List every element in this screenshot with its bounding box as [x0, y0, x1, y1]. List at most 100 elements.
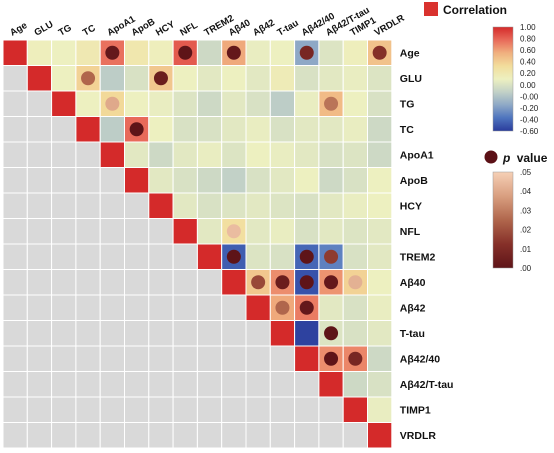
p-value-dot — [372, 45, 387, 60]
heatmap-cell — [269, 192, 296, 219]
heatmap-cell — [367, 269, 393, 296]
column-label: VRDLR — [373, 13, 407, 39]
heatmap-cell — [196, 243, 223, 270]
column-label: T-tau — [275, 18, 300, 39]
heatmap-cell — [99, 320, 125, 347]
heatmap-cell — [26, 320, 53, 347]
p-value-dot — [226, 45, 241, 60]
heatmap-cell — [221, 65, 247, 92]
p-value-dot — [129, 122, 144, 137]
heatmap-cell — [172, 218, 198, 245]
colorbar-tick-label: -0.00 — [520, 92, 539, 101]
heatmap-cell — [342, 396, 369, 423]
heatmap-cell — [51, 141, 77, 168]
heatmap-cell — [245, 167, 271, 194]
p-value-dot — [105, 96, 120, 111]
heatmap-cell — [342, 116, 369, 143]
heatmap-cell — [99, 371, 125, 398]
heatmap-cell — [26, 218, 53, 245]
heatmap-cell — [51, 320, 77, 347]
heatmap-cell — [2, 269, 28, 296]
heatmap-cell — [75, 371, 101, 398]
heatmap-cell — [124, 269, 150, 296]
heatmap-cell — [294, 371, 320, 398]
heatmap-cell — [318, 294, 344, 321]
heatmap-cell — [148, 90, 174, 117]
heatmap-cell — [2, 371, 28, 398]
column-label: HCY — [154, 19, 177, 39]
heatmap-cell — [172, 396, 198, 423]
p-value-dots — [81, 45, 387, 366]
column-label: Aβ42 — [251, 17, 277, 38]
heatmap-cell — [269, 141, 296, 168]
heatmap-cell — [221, 116, 247, 143]
heatmap-cell — [75, 116, 101, 143]
p-colorbar-tick-label: .00 — [520, 264, 532, 273]
heatmap-cell — [26, 192, 53, 219]
heatmap-cell — [99, 396, 125, 423]
heatmap-cell — [294, 396, 320, 423]
heatmap-cell — [294, 422, 320, 449]
heatmap-cell — [2, 65, 28, 92]
heatmap-cell — [26, 141, 53, 168]
heatmap-cell — [269, 65, 296, 92]
heatmap-cell — [124, 141, 150, 168]
heatmap-cell — [245, 39, 271, 66]
heatmap-cell — [269, 116, 296, 143]
heatmap-cell — [124, 320, 150, 347]
heatmap-cell — [245, 422, 271, 449]
heatmap-cell — [124, 65, 150, 92]
heatmap-cell — [342, 39, 369, 66]
heatmap-cell — [51, 345, 77, 372]
row-label: Aβ40 — [400, 277, 426, 289]
heatmap-cell — [318, 422, 344, 449]
heatmap-cell — [221, 141, 247, 168]
heatmap-cell — [367, 396, 393, 423]
heatmap-cell — [342, 90, 369, 117]
heatmap-cell — [75, 90, 101, 117]
heatmap-cell — [2, 116, 28, 143]
heatmap-cell — [245, 116, 271, 143]
heatmap-cell — [172, 320, 198, 347]
p-value-dot — [275, 275, 290, 290]
heatmap-cell — [26, 243, 53, 270]
correlation-colorbar — [492, 26, 514, 132]
heatmap-cell — [51, 422, 77, 449]
heatmap-cell — [26, 396, 53, 423]
heatmap-cell — [124, 192, 150, 219]
heatmap-cell — [342, 294, 369, 321]
p-value-dot — [105, 45, 120, 60]
heatmap-cell — [2, 320, 28, 347]
row-labels: Age GLU TG TC ApoA1 ApoB HCY NFL TREM2 Aβ40 Aβ42 T-… — [400, 47, 454, 442]
heatmap-cell — [269, 396, 296, 423]
heatmap-cell — [2, 192, 28, 219]
heatmap-cell — [245, 218, 271, 245]
heatmap-cell — [26, 294, 53, 321]
heatmap-cell — [172, 65, 198, 92]
heatmap-cell — [342, 192, 369, 219]
row-label: TG — [400, 98, 415, 110]
heatmap-cell — [2, 422, 28, 449]
heatmap-cell — [99, 345, 125, 372]
column-label: GLU — [32, 19, 55, 39]
p-value-legend-text: value — [517, 151, 548, 165]
heatmap-cell — [148, 116, 174, 143]
heatmap-cell — [221, 294, 247, 321]
heatmap-cell — [367, 141, 393, 168]
heatmap-cell — [2, 90, 28, 117]
correlation-colorbar-ticks: 1.00 0.80 0.60 0.40 0.20 0.00 -0.00 -0.20 -0.40 -… — [520, 23, 539, 136]
heatmap-cell — [99, 116, 125, 143]
heatmap-cell — [75, 320, 101, 347]
p-value-dot — [348, 275, 363, 290]
heatmap-cell — [172, 167, 198, 194]
heatmap-cells — [2, 39, 393, 449]
heatmap-cell — [342, 141, 369, 168]
heatmap-cell — [196, 218, 223, 245]
heatmap-cell — [221, 345, 247, 372]
heatmap-cell — [367, 345, 393, 372]
row-label: HCY — [400, 200, 422, 212]
p-value-colorbar — [492, 171, 514, 269]
heatmap-cell — [75, 294, 101, 321]
heatmap-cell — [294, 116, 320, 143]
colorbar-tick-label: 0.00 — [520, 81, 536, 90]
